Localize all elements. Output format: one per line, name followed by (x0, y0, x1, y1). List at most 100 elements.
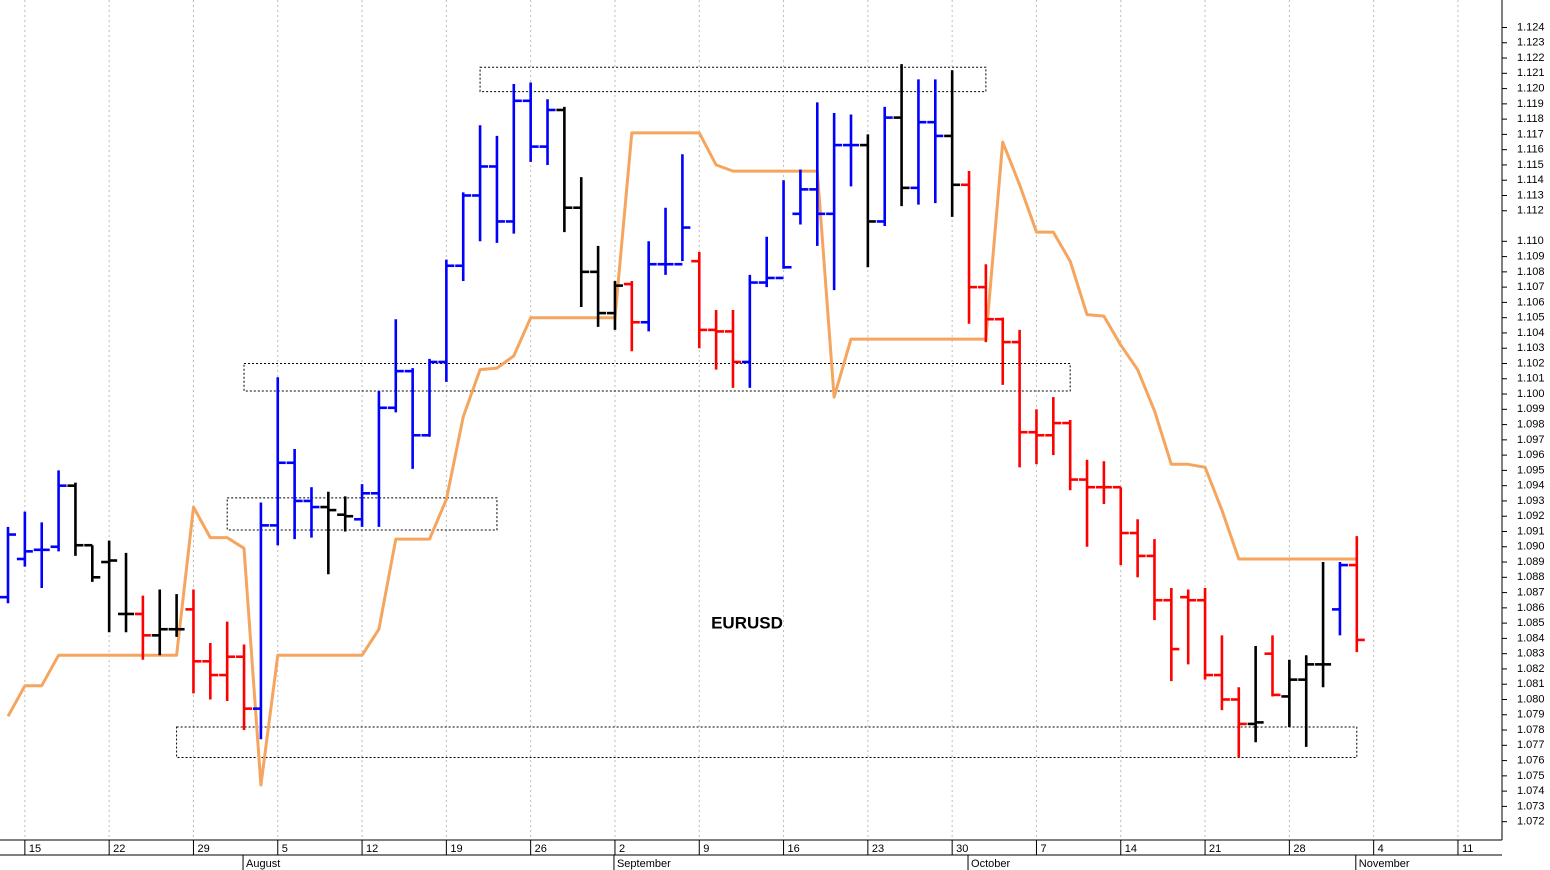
y-tick-label: 1.073 (1517, 800, 1545, 812)
ohlc-bar (1095, 461, 1112, 504)
y-tick-label: 1.107 (1517, 281, 1545, 293)
month-label: September (617, 858, 671, 870)
ohlc-bar (1213, 635, 1230, 711)
ohlc-bar (927, 79, 944, 204)
x-tick-label: 2 (619, 843, 625, 855)
ohlc-bar (16, 511, 33, 567)
x-tick-label: 19 (450, 843, 462, 855)
y-tick-label: 1.095 (1517, 464, 1545, 476)
month-label: November (1359, 858, 1410, 870)
y-tick-label: 1.099 (1517, 403, 1545, 415)
ohlc-bar (876, 106, 893, 227)
ohlc-bar (944, 70, 961, 217)
y-tick-label: 1.101 (1517, 373, 1545, 385)
ohlc-bar (219, 621, 236, 702)
ohlc-bar (455, 192, 472, 282)
ohlc-bar (1247, 646, 1264, 743)
ohlc-bar (421, 358, 438, 437)
x-tick-label: 4 (1378, 843, 1384, 855)
zone (243, 362, 1071, 392)
ohlc-bar (0, 526, 16, 604)
y-tick-label: 1.115 (1517, 159, 1544, 171)
ohlc-bar (961, 171, 978, 324)
ohlc-bar (1045, 397, 1062, 456)
ohlc-bar (590, 245, 607, 327)
ohlc-bar (741, 274, 758, 388)
ohlc-bar (202, 642, 219, 700)
ohlc-bar (657, 207, 674, 275)
ohlc-bar (472, 125, 489, 242)
ohlc-bar (438, 259, 455, 382)
y-tick-label: 1.072 (1517, 816, 1545, 828)
y-tick-label: 1.104 (1517, 327, 1545, 339)
y-tick-label: 1.086 (1517, 602, 1545, 614)
y-tick-label: 1.110 (1517, 235, 1544, 247)
y-tick-label: 1.089 (1517, 556, 1545, 568)
ohlc-bar (337, 496, 354, 532)
ohlc-bar (674, 154, 691, 266)
y-tick-label: 1.102 (1517, 357, 1545, 369)
y-tick-label: 1.121 (1517, 67, 1545, 79)
ohlc-bar (151, 589, 168, 656)
x-tick-label: 12 (366, 843, 378, 855)
y-tick-label: 1.076 (1517, 754, 1545, 766)
ohlc-bar (792, 169, 809, 225)
x-tick-label: 21 (1209, 843, 1221, 855)
y-tick-label: 1.077 (1517, 739, 1545, 751)
y-tick-label: 1.124 (1517, 21, 1545, 33)
y-tick-label: 1.082 (1517, 663, 1545, 675)
zone (176, 726, 1358, 759)
month-label: August (246, 858, 280, 870)
ohlc-bar (1129, 519, 1146, 578)
y-tick-label: 1.108 (1517, 266, 1545, 278)
ohlc-bar (50, 470, 67, 552)
y-tick-label: 1.084 (1517, 632, 1545, 644)
y-tick-label: 1.096 (1517, 449, 1545, 461)
ohlc-bar (236, 644, 253, 731)
ohlc-bar (522, 82, 539, 162)
ohlc-bar (269, 377, 286, 546)
y-tick-label: 1.117 (1517, 128, 1544, 140)
ohlc-bar (640, 241, 657, 332)
ohlc-bar (1163, 588, 1180, 682)
ohlc-bar (1180, 589, 1197, 665)
ohlc-bar (691, 252, 708, 349)
y-tick-label: 1.097 (1517, 434, 1545, 446)
x-tick-label: 26 (535, 843, 547, 855)
y-tick-label: 1.123 (1517, 37, 1545, 49)
ohlc-bar (1315, 562, 1332, 688)
zone (226, 497, 498, 531)
ohlc-bar (354, 484, 371, 527)
y-tick-label: 1.087 (1517, 586, 1545, 598)
x-tick-label: 11 (1462, 843, 1473, 855)
ohlc-bar (758, 236, 775, 288)
ohlc-bar (1298, 655, 1315, 747)
x-tick-label: 23 (872, 843, 884, 855)
ohlc-bar (1281, 659, 1298, 727)
ohlc-bar (809, 102, 826, 246)
ohlc-bar (134, 595, 151, 660)
y-tick-label: 1.091 (1517, 525, 1545, 537)
ohlc-bar (252, 502, 269, 740)
ohlc-bar (893, 64, 910, 207)
ohlc-bar (505, 84, 522, 234)
x-tick-label: 30 (956, 843, 968, 855)
x-tick-label: 14 (1125, 843, 1137, 855)
y-tick-label: 1.085 (1517, 617, 1545, 629)
ohlc-bar (387, 319, 404, 413)
x-tick-label: 9 (703, 843, 709, 855)
ohlc-bar (320, 491, 337, 575)
y-tick-label: 1.079 (1517, 709, 1545, 721)
y-tick-label: 1.120 (1517, 82, 1545, 94)
y-tick-label: 1.092 (1517, 510, 1545, 522)
ohlc-bar (623, 281, 640, 352)
annotation: EURUSD (711, 613, 783, 632)
ohlc-bar (1112, 485, 1129, 566)
ohlc-bar (1230, 687, 1247, 758)
x-tick-label: 22 (113, 843, 125, 855)
y-tick-label: 1.074 (1517, 785, 1545, 797)
ohlc-bar (1028, 409, 1045, 465)
